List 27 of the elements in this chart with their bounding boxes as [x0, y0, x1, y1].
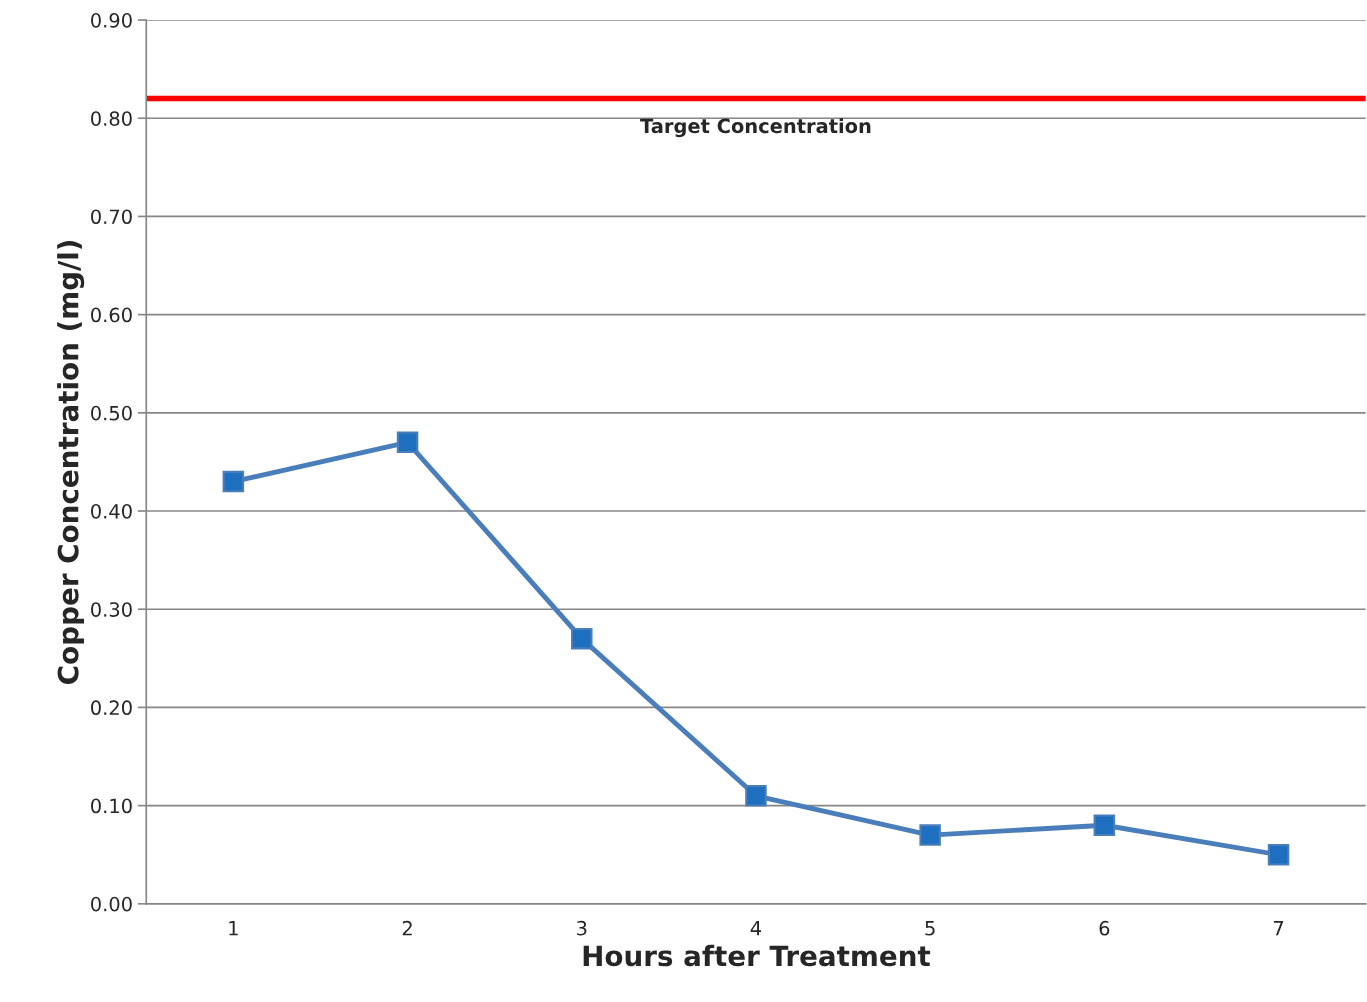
point: [1093, 814, 1116, 837]
x-tick-label: 1: [229, 921, 238, 936]
x-tick-label: 7: [1273, 921, 1284, 936]
x-tick-label: 6: [1099, 920, 1110, 936]
y-tick-label: 0.30: [91, 602, 132, 617]
x-tick-label: 2: [402, 920, 412, 936]
y-tick-label: 0.10: [91, 798, 132, 814]
y-tick-label: 0.90: [91, 13, 132, 28]
point: [919, 824, 941, 846]
point: [570, 627, 593, 650]
y-tick-label: 0.20: [91, 700, 132, 716]
y-tick-label: 0.00: [91, 896, 132, 912]
y-tick-label: 0.70: [91, 209, 132, 225]
point: [1267, 843, 1290, 866]
y-tick-label: 0.60: [91, 307, 132, 323]
x-axis-title: Hours after Treatment: [583, 944, 931, 967]
x-tick-label: 3: [577, 920, 587, 936]
point: [396, 431, 419, 454]
ref-line-label: Target Concentration: [640, 118, 871, 138]
point: [745, 785, 767, 807]
point: [222, 470, 245, 493]
x-tick-label: 5: [925, 921, 935, 936]
y-tick-label: 0.80: [91, 111, 132, 126]
y-axis-title: Copper Concentration (mg/l): [57, 240, 85, 684]
x-tick-label: 4: [750, 921, 762, 936]
y-tick-label: 0.40: [91, 503, 132, 519]
y-tick-label: 0.50: [91, 405, 132, 421]
